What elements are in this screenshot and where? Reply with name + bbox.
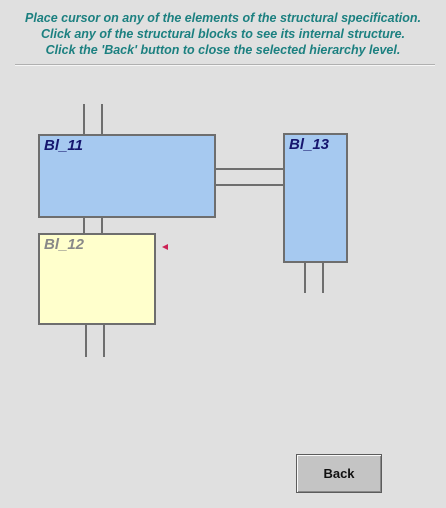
block-bl-12[interactable]: Bl_12	[38, 233, 156, 325]
instruction-line-2: Click any of the structural blocks to se…	[41, 27, 405, 41]
block-bl-13[interactable]: Bl_13	[283, 133, 348, 263]
block-bl-13-label: Bl_13	[289, 136, 330, 153]
back-button[interactable]: Back	[296, 454, 382, 493]
block-bl-11-label: Bl_11	[44, 137, 83, 154]
header-divider	[15, 64, 435, 66]
instruction-line-1: Place cursor on any of the elements of t…	[25, 11, 421, 25]
instructions: Place cursor on any of the elements of t…	[0, 10, 446, 58]
block-bl-11[interactable]: Bl_11	[38, 134, 216, 218]
selection-marker-icon	[162, 244, 168, 250]
instruction-line-3: Click the 'Back' button to close the sel…	[45, 43, 401, 57]
block-bl-12-label: Bl_12	[44, 236, 85, 253]
